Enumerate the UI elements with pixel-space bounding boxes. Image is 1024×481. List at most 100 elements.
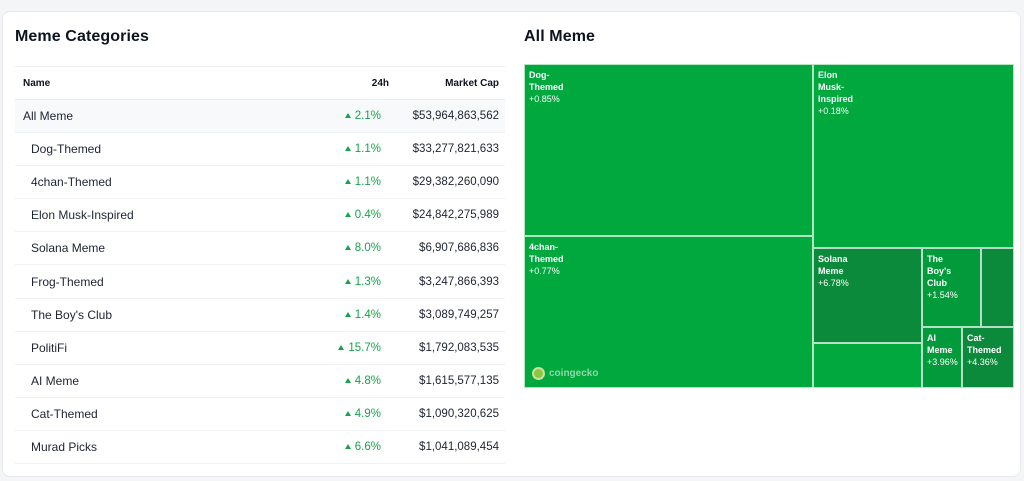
tile-label: Cat- Themed xyxy=(967,333,1002,356)
market-cap: $33,277,821,633 xyxy=(395,132,505,167)
tile-change: +0.85% xyxy=(529,94,560,105)
caret-up-icon xyxy=(344,278,351,284)
treemap-tile[interactable]: AI Meme +3.96% xyxy=(922,327,962,388)
table-row[interactable]: The Boy's Club 1.4% $3,089,749,257 xyxy=(15,298,505,332)
watermark-label: coingecko xyxy=(549,368,599,379)
table-row[interactable]: Solana Meme 8.0% $6,907,686,836 xyxy=(15,231,505,266)
table-row[interactable]: Frog-Themed 1.3% $3,247,866,393 xyxy=(15,264,505,299)
treemap-tile[interactable]: Elon Musk- Inspired +0.18% xyxy=(813,64,1014,248)
market-cap: $53,964,863,562 xyxy=(395,99,505,134)
table-header-row: Name 24h Market Cap xyxy=(15,66,505,100)
category-name[interactable]: AI Meme xyxy=(15,364,335,398)
treemap-title: All Meme xyxy=(524,28,596,45)
meme-dashboard-card: Meme Categories Name 24h Market Cap All … xyxy=(2,11,1021,477)
change-value: 8.0% xyxy=(354,242,381,255)
tile-change: +3.96% xyxy=(927,357,958,368)
change-24h: 15.7% xyxy=(335,331,395,365)
treemap-tile[interactable]: Dog- Themed +0.85% xyxy=(524,64,813,236)
caret-up-icon xyxy=(344,245,351,251)
category-name[interactable]: Frog-Themed xyxy=(15,264,335,299)
treemap-tile[interactable]: Cat- Themed +4.36% xyxy=(962,327,1014,388)
change-value: 1.1% xyxy=(354,143,381,156)
change-value: 1.1% xyxy=(354,176,381,189)
treemap-tile-unlabeled[interactable] xyxy=(813,343,922,388)
tile-change: +4.36% xyxy=(967,357,998,368)
coingecko-logo-icon xyxy=(532,367,545,380)
tile-change: +0.77% xyxy=(529,266,560,277)
table-row-parent[interactable]: All Meme 2.1% $53,964,863,562 xyxy=(15,99,505,134)
change-24h: 1.3% xyxy=(335,264,395,299)
category-name[interactable]: Dog-Themed xyxy=(15,132,335,167)
table-row[interactable]: Murad Picks 6.6% $1,041,089,454 xyxy=(15,430,505,465)
tile-change: +0.18% xyxy=(818,106,849,117)
table-row[interactable]: AI Meme 4.8% $1,615,577,135 xyxy=(15,364,505,398)
caret-up-icon xyxy=(344,146,351,152)
category-name[interactable]: Cat-Themed xyxy=(15,397,335,431)
tile-label: The Boy's Club xyxy=(927,254,952,289)
change-value: 4.9% xyxy=(354,407,381,420)
category-name[interactable]: Murad Picks xyxy=(15,430,335,465)
market-cap: $1,615,577,135 xyxy=(395,364,505,398)
tile-label: Dog- Themed xyxy=(529,70,564,93)
tile-label: Solana Meme xyxy=(818,254,848,277)
change-24h: 8.0% xyxy=(335,231,395,266)
market-cap: $3,089,749,257 xyxy=(395,298,505,332)
change-value: 0.4% xyxy=(354,209,381,222)
treemap-tile[interactable]: 4chan- Themed +0.77% xyxy=(524,236,813,388)
change-24h: 2.1% xyxy=(335,99,395,134)
table-row[interactable]: Dog-Themed 1.1% $33,277,821,633 xyxy=(15,132,505,167)
category-name[interactable]: All Meme xyxy=(15,99,335,134)
table-row[interactable]: 4chan-Themed 1.1% $29,382,260,090 xyxy=(15,165,505,200)
column-header-market-cap[interactable]: Market Cap xyxy=(395,66,505,100)
tile-change: +6.78% xyxy=(818,278,849,289)
category-name[interactable]: Solana Meme xyxy=(15,231,335,266)
market-cap: $1,792,083,535 xyxy=(395,331,505,365)
market-cap: $1,090,320,625 xyxy=(395,397,505,431)
change-24h: 0.4% xyxy=(335,198,395,233)
change-24h: 4.8% xyxy=(335,364,395,398)
change-24h: 1.1% xyxy=(335,165,395,200)
market-cap: $29,382,260,090 xyxy=(395,165,505,200)
caret-up-icon xyxy=(344,113,351,119)
change-value: 2.1% xyxy=(354,110,381,123)
market-cap: $3,247,866,393 xyxy=(395,264,505,299)
change-value: 15.7% xyxy=(348,341,381,354)
column-header-name[interactable]: Name xyxy=(15,66,335,100)
caret-up-icon xyxy=(338,344,345,350)
tile-label: AI Meme xyxy=(927,333,953,356)
tile-label: Elon Musk- Inspired xyxy=(818,70,854,105)
change-value: 1.3% xyxy=(354,275,381,288)
category-name[interactable]: 4chan-Themed xyxy=(15,165,335,200)
market-cap: $1,041,089,454 xyxy=(395,430,505,465)
change-24h: 6.6% xyxy=(335,430,395,465)
change-24h: 1.1% xyxy=(335,132,395,167)
caret-up-icon xyxy=(344,410,351,416)
category-name[interactable]: The Boy's Club xyxy=(15,298,335,332)
treemap-tile[interactable]: Solana Meme +6.78% xyxy=(813,248,922,343)
meme-treemap: Cat- Themed +4.36% AI Meme +3.96% The Boy's … xyxy=(524,64,1014,388)
change-value: 1.4% xyxy=(354,308,381,321)
table-row[interactable]: PolitiFi 15.7% $1,792,083,535 xyxy=(15,331,505,365)
tile-change: +1.54% xyxy=(927,290,958,301)
market-cap: $6,907,686,836 xyxy=(395,231,505,266)
coingecko-watermark: coingecko xyxy=(532,367,598,380)
treemap-tile-unlabeled[interactable] xyxy=(981,248,1014,327)
caret-up-icon xyxy=(344,311,351,317)
caret-up-icon xyxy=(344,377,351,383)
category-name[interactable]: Elon Musk-Inspired xyxy=(15,198,335,233)
market-cap: $24,842,275,989 xyxy=(395,198,505,233)
table-row[interactable]: Elon Musk-Inspired 0.4% $24,842,275,989 xyxy=(15,198,505,233)
change-24h: 4.9% xyxy=(335,397,395,431)
table-row[interactable]: Cat-Themed 4.9% $1,090,320,625 xyxy=(15,397,505,431)
category-name[interactable]: PolitiFi xyxy=(15,331,335,365)
caret-up-icon xyxy=(344,179,351,185)
change-value: 4.8% xyxy=(354,374,381,387)
categories-title: Meme Categories xyxy=(15,28,149,45)
column-header-24h[interactable]: 24h xyxy=(335,66,395,100)
tile-label: 4chan- Themed xyxy=(529,242,564,265)
change-24h: 1.4% xyxy=(335,298,395,332)
categories-table: Name 24h Market Cap All Meme 2.1% $53,964,… xyxy=(15,66,505,465)
change-value: 6.6% xyxy=(354,440,381,453)
treemap-tile[interactable]: The Boy's Club +1.54% xyxy=(922,248,981,327)
caret-up-icon xyxy=(344,443,351,449)
